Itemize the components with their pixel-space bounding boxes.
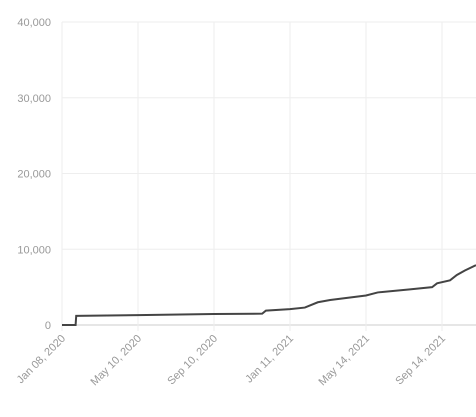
y-tick-label: 10,000 xyxy=(17,244,51,256)
x-tick-label: Sep 10, 2020 xyxy=(165,333,220,388)
y-tick-label: 30,000 xyxy=(17,93,51,105)
x-tick-label: Jan 11, 2021 xyxy=(243,333,296,386)
y-tick-label: 40,000 xyxy=(17,17,51,29)
x-tick-label: May 14, 2021 xyxy=(317,333,373,389)
x-tick-label: Jan 08, 2020 xyxy=(15,333,68,386)
y-tick-label: 20,000 xyxy=(17,169,51,181)
y-tick-label: 0 xyxy=(45,320,51,332)
data-line xyxy=(62,264,476,326)
x-tick-label: Sep 14, 2021 xyxy=(393,333,448,388)
x-tick-label: May 10, 2020 xyxy=(89,333,145,389)
